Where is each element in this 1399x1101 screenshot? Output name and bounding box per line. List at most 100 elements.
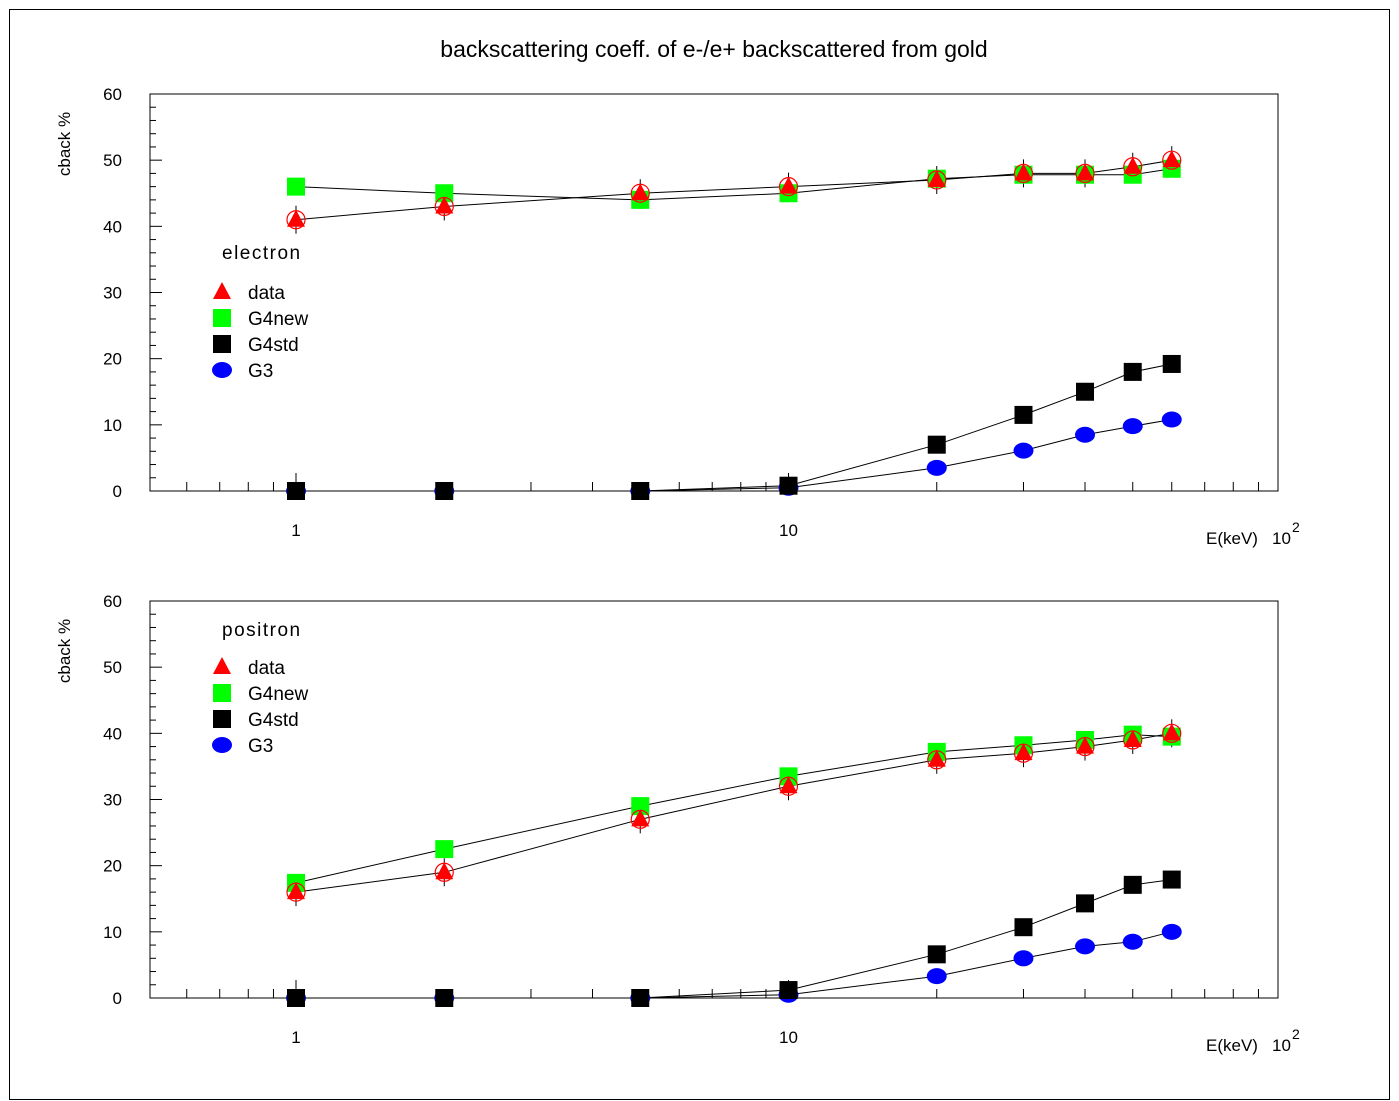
legend-marker-g4std [213,335,231,353]
plot-frame [149,93,1279,492]
x-tick-label: 10 [1272,529,1291,548]
point-g3 [926,459,947,476]
y-tick-label: 0 [113,482,122,501]
legend-marker-data [213,282,231,299]
point-g4std [1123,362,1142,381]
point-data [1123,729,1142,747]
point-g3 [1013,950,1034,967]
legend-marker-g4std [213,710,231,728]
point-g3 [1013,442,1034,459]
legend-marker-g3 [212,362,232,378]
point-g4std [631,989,650,1007]
point-g4new [435,184,454,203]
point-g4new [287,177,305,196]
series-line-g4std [296,879,1172,999]
point-g4std [779,476,798,495]
point-g3 [1122,933,1143,950]
y-tick-label: 40 [103,217,122,236]
point-g4std [927,435,946,454]
point-g3 [1161,923,1182,940]
point-g4std [1123,875,1142,894]
point-data [1014,743,1033,761]
series-line-g4new [295,734,1172,884]
point-data [1162,150,1181,168]
point-data [435,196,454,214]
point-g4std [1014,405,1033,424]
point-g4std [927,945,946,964]
plot-frame [149,600,1279,999]
y-tick-label: 60 [103,592,122,611]
x-tick-exponent: 2 [1292,519,1300,535]
legend-marker-g4new [213,309,231,327]
point-data [927,170,946,188]
legend-label-g4std: G4std [248,335,299,356]
legend-label-g3: G3 [248,361,273,382]
point-data [779,176,798,194]
point-data [1076,736,1095,754]
y-tick-label: 30 [103,284,122,303]
point-g4std [435,482,454,500]
point-g4new [435,840,454,859]
point-data [927,749,946,767]
legend-marker-g3 [212,737,232,753]
legend-marker-data [213,657,231,674]
series-line-data [295,732,1172,893]
legend-label-g4new: G4new [248,684,308,705]
panel-label: positron [222,620,302,641]
legend-label-g3: G3 [248,736,273,757]
point-data [631,809,650,827]
x-tick-label: 10 [779,521,798,540]
y-tick-label: 40 [103,724,122,743]
point-g3 [1161,411,1182,428]
point-data [287,882,305,900]
series-line-g3 [296,931,1172,999]
point-g3 [1122,418,1143,435]
point-g4std [1162,354,1181,373]
legend-label-data: data [248,283,285,304]
y-axis-label: cback % [55,112,74,176]
point-g4std [1014,918,1033,937]
point-g4std [1162,870,1181,889]
y-tick-label: 20 [103,857,122,876]
outer-frame [9,9,1390,1100]
point-g4new [631,797,650,816]
x-axis-label: E(keV) [1206,529,1258,548]
series-line-g3 [296,419,1172,492]
y-tick-label: 20 [103,350,122,369]
point-g3 [926,968,947,985]
y-tick-label: 50 [103,151,122,170]
y-tick-label: 0 [113,989,122,1008]
point-data [1123,156,1142,174]
point-data [779,776,798,794]
point-data [1014,163,1033,181]
point-g3 [1075,938,1096,955]
point-data [1162,723,1181,741]
point-data [1076,163,1095,181]
x-tick-label: 1 [291,1028,300,1047]
point-g4std [779,981,798,1000]
point-g4std [435,989,454,1007]
legend-label-g4std: G4std [248,710,299,731]
point-g3 [1075,426,1096,443]
legend-marker-g4new [213,684,231,702]
point-g4std [1076,382,1095,401]
y-axis-label: cback % [55,619,74,683]
x-tick-label: 10 [1272,1036,1291,1055]
y-tick-label: 10 [103,923,122,942]
point-g4std [287,482,305,500]
series-line-g4std [296,363,1172,492]
legend-label-g4new: G4new [248,309,308,330]
point-g4std [287,989,305,1007]
point-g4std [631,482,650,500]
point-data [287,209,305,227]
point-data [631,183,650,201]
series-line-data [295,159,1172,221]
x-axis-label: E(keV) [1206,1036,1258,1055]
legend-label-data: data [248,658,285,679]
panel-label: electron [222,243,302,264]
x-tick-exponent: 2 [1292,1026,1300,1042]
point-data [435,862,454,880]
